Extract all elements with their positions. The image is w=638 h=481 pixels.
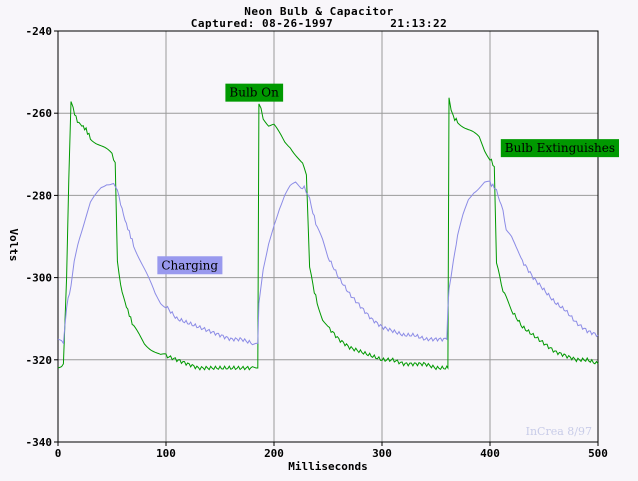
- x-tick-label: 400: [480, 447, 500, 460]
- x-axis-label: Milliseconds: [288, 460, 367, 473]
- watermark: InCrea 8/97: [526, 425, 592, 438]
- y-axis-label: Volts: [7, 228, 20, 261]
- y-tick-label: -260: [26, 107, 53, 120]
- x-tick-label: 200: [264, 447, 284, 460]
- annotation-0: Bulb On: [225, 83, 284, 102]
- x-tick-label: 500: [588, 447, 608, 460]
- annotation-background: [500, 139, 620, 158]
- series-line-0: [57, 97, 599, 371]
- y-tick-label: -280: [26, 189, 53, 202]
- annotation-background: [225, 83, 284, 102]
- annotation-label: Charging: [161, 258, 218, 272]
- series-line-1: [57, 180, 599, 346]
- chart-title: Neon Bulb & Capacitor: [244, 5, 394, 18]
- plot-frame: [57, 30, 599, 443]
- y-tick-label: -300: [26, 272, 53, 285]
- annotation-1: Bulb Extinguishes: [500, 139, 620, 158]
- annotation-label: Bulb Extinguishes: [505, 141, 615, 155]
- annotation-2: Charging: [157, 256, 223, 275]
- annotation-label: Bulb On: [229, 86, 279, 100]
- plot-background: [58, 31, 598, 442]
- y-tick-label: -240: [26, 25, 53, 38]
- y-tick-label: -320: [26, 354, 53, 367]
- annotation-background: [157, 256, 223, 275]
- x-tick-label: 0: [55, 447, 62, 460]
- x-tick-label: 300: [372, 447, 392, 460]
- x-tick-label: 100: [156, 447, 176, 460]
- y-tick-label: -340: [26, 436, 53, 449]
- chart-subtitle: Captured: 08-26-1997 21:13:22: [190, 17, 448, 30]
